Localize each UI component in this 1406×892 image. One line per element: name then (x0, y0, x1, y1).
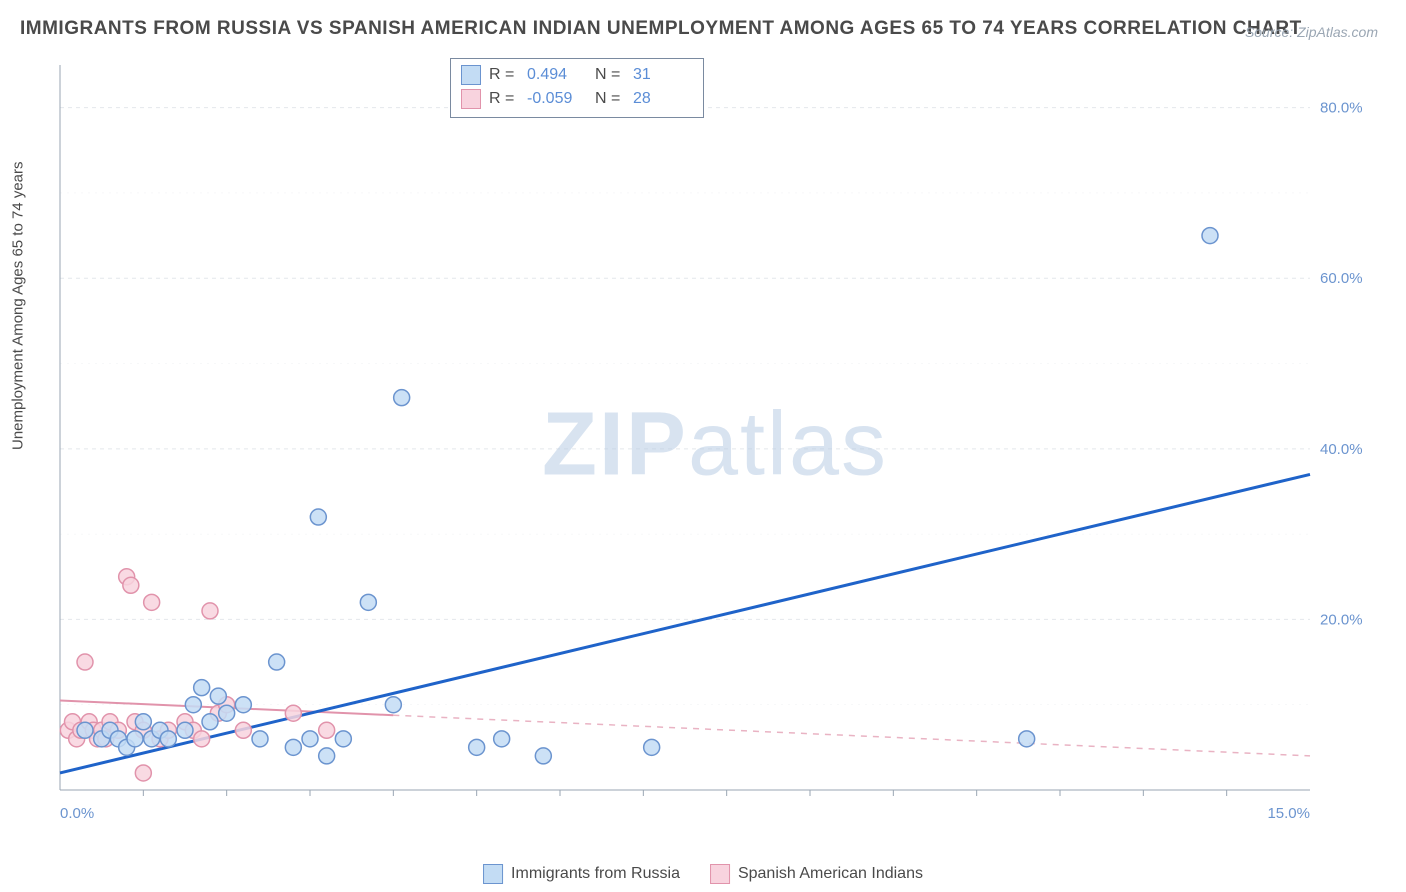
swatch-series-2 (710, 864, 730, 884)
svg-text:15.0%: 15.0% (1267, 805, 1310, 822)
legend-item-series-2: Spanish American Indians (710, 864, 923, 884)
plot-area: 20.0%40.0%60.0%80.0%0.0%15.0% ZIPatlas (50, 60, 1380, 830)
stats-row-series-2: R = -0.059 N = 28 (461, 87, 693, 111)
n-value-series-2: 28 (633, 87, 693, 111)
legend-label-series-1: Immigrants from Russia (511, 865, 680, 883)
source-attribution: Source: ZipAtlas.com (1245, 24, 1378, 40)
svg-text:20.0%: 20.0% (1320, 611, 1363, 628)
n-label: N = (595, 63, 625, 87)
r-value-series-2: -0.059 (527, 87, 587, 111)
y-axis-label: Unemployment Among Ages 65 to 74 years (10, 161, 27, 450)
n-value-series-1: 31 (633, 63, 693, 87)
r-label: R = (489, 87, 519, 111)
swatch-series-1 (461, 65, 481, 85)
swatch-series-1 (483, 864, 503, 884)
stats-legend-box: R = 0.494 N = 31 R = -0.059 N = 28 (450, 58, 704, 118)
scatter-chart: 20.0% 40.0% 60.0% 80.0% 0.0% 15.0% (50, 60, 1380, 830)
svg-text:80.0%: 80.0% (1320, 100, 1363, 117)
r-value-series-1: 0.494 (527, 63, 587, 87)
legend-item-series-1: Immigrants from Russia (483, 864, 680, 884)
n-label: N = (595, 87, 625, 111)
chart-title: IMMIGRANTS FROM RUSSIA VS SPANISH AMERIC… (20, 18, 1302, 40)
svg-text:60.0%: 60.0% (1320, 270, 1363, 287)
svg-text:40.0%: 40.0% (1320, 441, 1363, 458)
legend-label-series-2: Spanish American Indians (738, 865, 923, 883)
r-label: R = (489, 63, 519, 87)
stats-row-series-1: R = 0.494 N = 31 (461, 63, 693, 87)
series-legend: Immigrants from Russia Spanish American … (483, 864, 923, 884)
swatch-series-2 (461, 89, 481, 109)
svg-text:0.0%: 0.0% (60, 805, 94, 822)
